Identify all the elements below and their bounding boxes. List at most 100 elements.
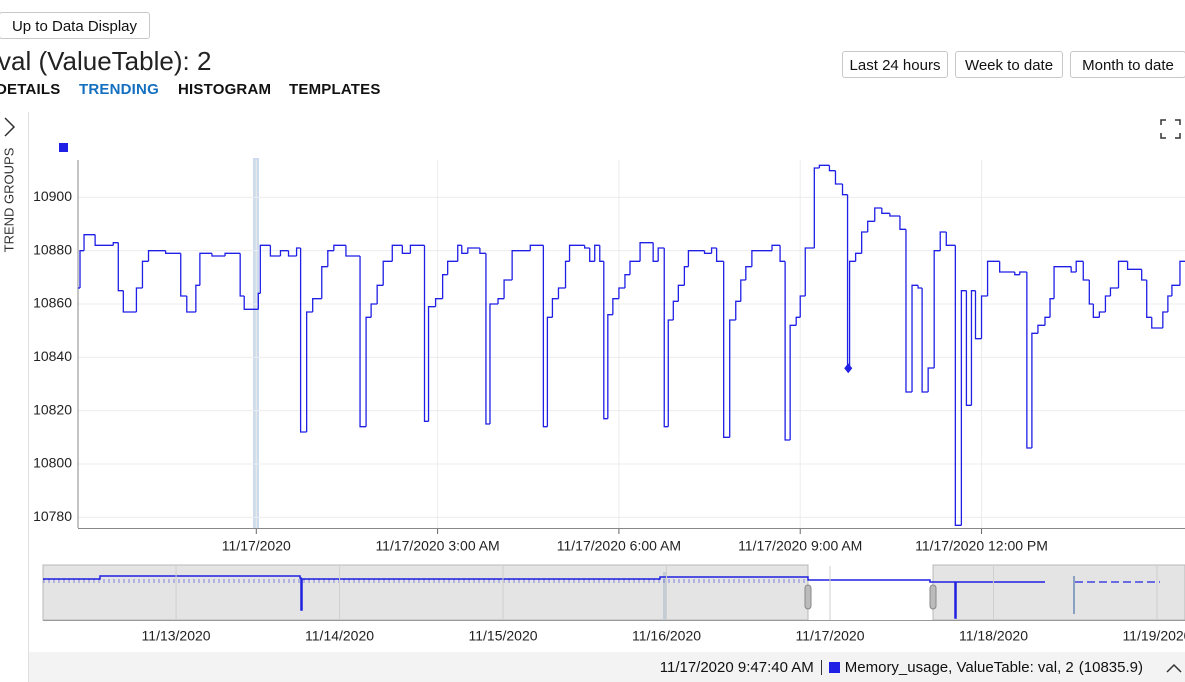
y-tick-label: 10820 [33, 401, 72, 417]
trend-line-step [841, 184, 848, 196]
status-bar: 11/17/2020 9:47:40 AM Memory_usage, Valu… [29, 652, 1185, 682]
trend-line-step [1104, 295, 1111, 312]
cursor-time: 11/17/2020 9:47:40 AM [659, 658, 814, 676]
trend-line-step [612, 298, 619, 315]
trend-line-step [917, 285, 923, 289]
trend-line-step [564, 260, 570, 288]
trend-line-step [599, 245, 604, 262]
trend-line-step [117, 242, 124, 292]
navigator-highlight [663, 572, 667, 620]
cursor-value: (10835.9) [1078, 658, 1143, 676]
trend-line-step [933, 250, 941, 368]
trend-line-step [672, 300, 679, 320]
navigator-handle[interactable] [929, 584, 937, 610]
legend-entry: Memory_usage, ValueTable: val, 2 [844, 658, 1074, 676]
trend-line-step [677, 284, 685, 302]
trend-line-step [834, 170, 843, 185]
trend-line-step [652, 242, 659, 262]
trend-line-step [457, 244, 462, 262]
trend-line-step [365, 316, 372, 427]
trend-line-step [939, 231, 947, 251]
trend-line-step [122, 290, 137, 313]
tab[interactable]: HISTOGRAM [178, 81, 272, 98]
trend-line-step [710, 247, 717, 254]
trend-line-step [135, 287, 143, 312]
trend-line-step [1075, 260, 1084, 272]
trend-line-step [141, 260, 149, 288]
sidebar-expand-icon[interactable] [4, 117, 16, 137]
separator [820, 659, 822, 675]
trend-line-step [1098, 311, 1106, 318]
trend-line-step [813, 167, 820, 248]
trend-line-step [1162, 311, 1168, 328]
navigator-tick-label: 11/13/2020 [142, 628, 211, 644]
trend-line-step [639, 242, 654, 262]
y-tick-label: 10840 [33, 348, 72, 364]
trend-line-step [180, 253, 187, 297]
y-tick-label: 10780 [33, 508, 72, 524]
range-button[interactable]: Last 24 hours [842, 51, 948, 78]
grid: 10780 10800 10820 10840 10860 10880 10900 11/17… [33, 160, 1185, 554]
trend-line-step [1092, 304, 1100, 318]
trend-line-step [945, 232, 956, 246]
trend-line-step [83, 234, 96, 251]
trend-line-step [269, 245, 281, 257]
tab[interactable]: DETAILS [0, 81, 61, 98]
x-tick-label: 11/17/2020 [222, 538, 291, 554]
collapse-icon[interactable] [1166, 663, 1182, 673]
range-button[interactable]: Month to date [1070, 51, 1185, 78]
trend-line-step [818, 164, 830, 168]
navigator-tick-label: 11/17/2020 [795, 628, 864, 644]
range-button[interactable]: Week to date [955, 51, 1063, 78]
trend-line-step [529, 244, 544, 251]
trend-line-step [921, 288, 929, 393]
trend-line-step [94, 234, 114, 246]
trend-line-step [1049, 298, 1055, 318]
trend-line-step [954, 245, 962, 526]
tab[interactable]: TRENDING [79, 81, 159, 98]
back-button[interactable]: Up to Data Display [0, 12, 150, 39]
navigator-outside [42, 564, 809, 621]
sidebar-label[interactable]: TREND GROUPS [1, 147, 16, 252]
trend-line-step [657, 247, 665, 262]
trend-line-step [784, 261, 791, 441]
trend-line-step [224, 252, 241, 256]
trend-line-step [497, 298, 505, 304]
trend-line-step [1171, 284, 1180, 296]
trend-line-step [927, 367, 935, 392]
navigator-tick-label: 11/14/2020 [305, 628, 374, 644]
trend-line-step [409, 244, 425, 254]
x-tick-label: 11/17/2020 12:00 PM [915, 538, 1048, 554]
y-tick-label: 10860 [33, 295, 72, 311]
trend-line-step [965, 290, 972, 406]
trend-line-step [589, 248, 595, 262]
fullscreen-icon[interactable] [1160, 119, 1181, 139]
trend-line-step [306, 311, 313, 432]
y-tick-label: 10880 [33, 241, 72, 257]
x-tick-label: 11/17/2020 9:00 AM [738, 538, 862, 554]
trend-line-step [629, 260, 641, 275]
trend-line-step [828, 165, 836, 172]
trend-line-step [603, 261, 608, 420]
trend-line-step [295, 247, 301, 256]
trend-line-step [503, 279, 513, 299]
trend-line-step [321, 266, 328, 299]
trend-line-step [723, 261, 730, 438]
trend-line-step [1082, 261, 1090, 281]
trend-line-step [804, 247, 815, 296]
trend-line-step [881, 208, 890, 214]
trend-line-step [874, 207, 882, 222]
trend-line-step [441, 274, 448, 299]
trend-line-step [905, 229, 913, 393]
tab[interactable]: TEMPLATES [289, 81, 381, 98]
trend-line-step [1044, 316, 1051, 326]
y-tick-label: 10800 [33, 455, 72, 471]
trend-line-step [542, 245, 548, 428]
trend-line-step [489, 303, 499, 424]
trend-line-step [461, 245, 468, 254]
trend-line-step [715, 248, 724, 262]
navigator-handle[interactable] [804, 584, 812, 610]
trend-line-step [854, 252, 862, 262]
